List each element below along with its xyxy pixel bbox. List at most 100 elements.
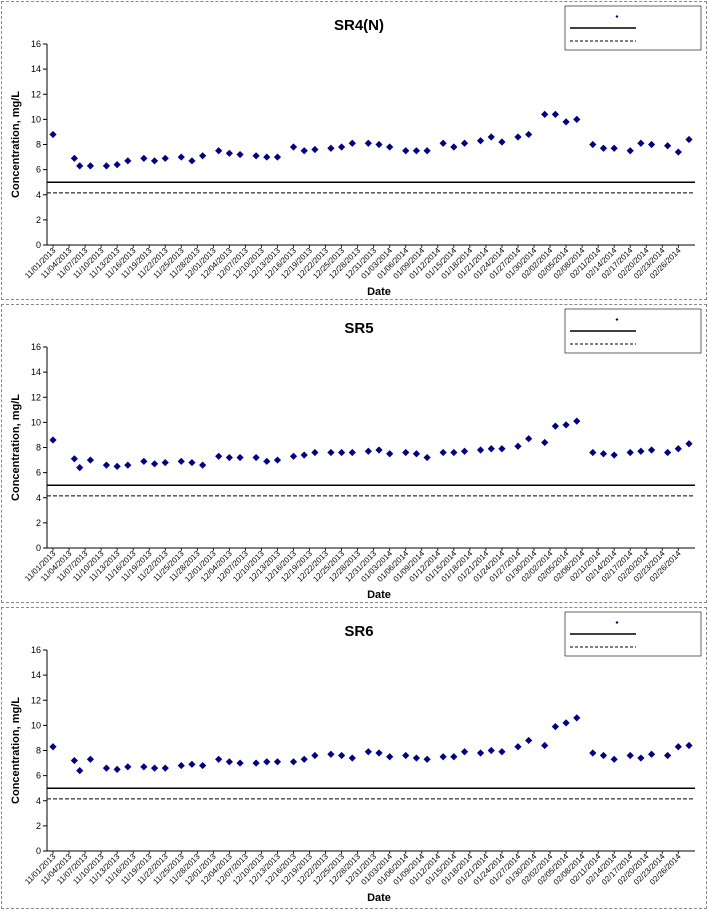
data-point <box>386 753 394 761</box>
data-point <box>386 450 394 458</box>
data-point <box>113 765 121 773</box>
data-point <box>610 755 618 763</box>
data-point <box>364 447 372 455</box>
data-point <box>327 750 335 758</box>
data-point <box>460 447 469 455</box>
y-tick-label: 12 <box>31 392 41 402</box>
data-point <box>327 448 335 457</box>
data-point <box>562 118 570 126</box>
data-point <box>70 756 78 765</box>
data-point <box>375 446 383 454</box>
data-point <box>573 417 581 425</box>
data-point <box>300 147 308 155</box>
data-point <box>626 147 634 155</box>
data-point <box>364 748 372 756</box>
data-point <box>76 767 84 775</box>
y-tick-label: 8 <box>36 443 41 453</box>
data-point <box>647 446 656 454</box>
data-point <box>273 153 282 161</box>
data-point <box>252 453 260 462</box>
y-tick-label: 4 <box>36 493 41 503</box>
x-axis-label: Date <box>367 286 391 298</box>
data-point <box>161 154 169 162</box>
data-point <box>412 147 421 155</box>
data-point <box>610 451 618 459</box>
data-point <box>76 464 84 472</box>
data-point <box>338 143 346 151</box>
data-point <box>439 753 447 761</box>
legend-marker-diamond <box>615 15 619 18</box>
data-point <box>215 755 223 763</box>
data-point <box>589 749 597 757</box>
data-point <box>140 154 148 162</box>
data-point <box>589 448 597 457</box>
data-point <box>412 450 421 458</box>
data-point <box>225 758 233 766</box>
chart-title: SR4(N) <box>334 17 384 34</box>
data-point <box>70 154 78 162</box>
data-point <box>348 754 356 762</box>
y-tick-label: 12 <box>31 695 41 705</box>
data-point <box>664 142 672 150</box>
data-point <box>289 143 298 151</box>
chart-panel-sr6: SR6 0 2 4 6 8 10 12 14 16 11/01/2013 11/04/2013 11/0… <box>1 607 707 909</box>
data-point <box>562 719 570 727</box>
chart-title: SR5 <box>344 320 373 337</box>
y-tick-label: 10 <box>31 720 41 730</box>
data-point <box>476 446 485 454</box>
data-point <box>161 458 169 467</box>
data-point <box>188 760 196 768</box>
data-point <box>188 458 196 467</box>
y-tick-label: 16 <box>31 342 41 352</box>
y-tick-label: 12 <box>31 89 41 99</box>
data-point <box>150 460 159 468</box>
data-point <box>113 161 121 169</box>
data-point <box>150 157 159 165</box>
data-point <box>599 751 608 760</box>
chart-panel-sr5: SR5 0 2 4 6 8 10 12 14 16 11/01/2013 11/04/2013 11/0… <box>1 304 707 603</box>
data-point <box>498 138 506 146</box>
data-point <box>637 754 645 762</box>
data-point <box>140 763 148 771</box>
y-tick-label: 6 <box>36 165 41 175</box>
data-point <box>589 140 597 149</box>
data-point <box>386 143 394 151</box>
y-tick-label: 16 <box>31 645 41 655</box>
data-point <box>626 448 634 457</box>
chart-sr4n: SR4(N)024681012141611/01/201311/04/20131… <box>10 5 702 298</box>
legend-box <box>564 308 702 354</box>
y-tick-label: 8 <box>36 140 41 150</box>
data-point <box>460 139 469 147</box>
data-point <box>49 743 57 751</box>
data-point <box>541 110 549 118</box>
data-point <box>49 436 57 444</box>
data-point <box>402 147 410 155</box>
y-tick-label: 0 <box>36 240 41 250</box>
data-point <box>327 144 335 152</box>
data-point <box>225 149 233 157</box>
data-point <box>311 145 319 154</box>
data-point <box>450 448 458 457</box>
data-point <box>498 748 506 756</box>
data-point <box>177 761 185 770</box>
y-axis-label: Concentration, mg/L <box>10 91 22 198</box>
data-point <box>573 115 581 123</box>
y-tick-label: 10 <box>31 417 41 427</box>
data-point <box>450 753 458 761</box>
data-point <box>487 445 495 453</box>
data-point <box>140 457 148 465</box>
data-point <box>599 450 608 458</box>
data-point <box>215 147 223 155</box>
data-point <box>375 749 383 757</box>
data-point <box>263 153 271 161</box>
chart-title: SR6 <box>344 623 373 640</box>
data-point <box>402 448 410 457</box>
data-point <box>460 748 469 756</box>
data-point <box>102 461 111 469</box>
data-point <box>551 723 559 731</box>
data-point <box>311 751 319 760</box>
data-point <box>215 452 223 460</box>
x-axis-label: Date <box>367 589 391 601</box>
y-tick-label: 2 <box>36 518 41 528</box>
data-point <box>541 741 549 750</box>
